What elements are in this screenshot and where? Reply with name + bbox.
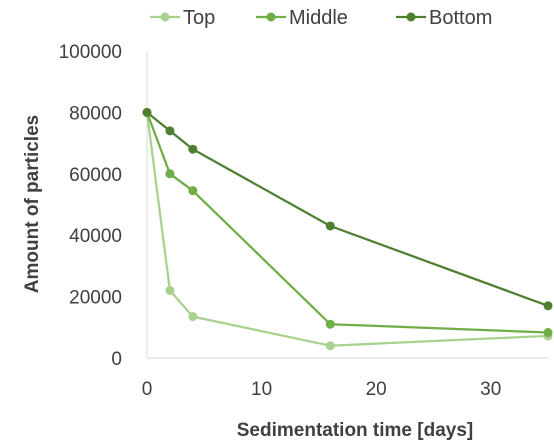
data-point-middle <box>188 186 198 196</box>
data-point-middle <box>325 319 335 329</box>
y-tick-label: 80000 <box>69 103 122 124</box>
data-point-middle <box>165 169 175 179</box>
y-axis-title: Amount of particles <box>22 115 43 293</box>
legend-label-bottom: Bottom <box>429 7 492 29</box>
data-point-top <box>165 285 175 295</box>
data-point-bottom <box>188 144 198 154</box>
y-tick-label: 60000 <box>69 165 122 186</box>
series-line-middle <box>145 112 549 334</box>
legend-label-top: Top <box>183 7 215 29</box>
data-point-top <box>188 312 198 322</box>
y-tick-label: 0 <box>111 349 122 370</box>
legend: Top Middle Bottom <box>150 7 492 29</box>
legend-item-top: Top <box>150 7 215 29</box>
series-line-top <box>145 112 549 347</box>
axes <box>146 51 548 359</box>
data-point-top <box>325 341 335 351</box>
data-point-bottom <box>325 221 335 231</box>
legend-label-middle: Middle <box>289 7 348 29</box>
y-tick-label: 100000 <box>59 42 122 63</box>
y-tick-label: 20000 <box>69 288 122 309</box>
data-point-middle <box>543 328 553 338</box>
y-tick-label: 40000 <box>69 226 122 247</box>
x-tick-label: 10 <box>251 379 272 400</box>
series-bottom <box>142 107 553 311</box>
y-tick-labels: 0 20000 40000 60000 80000 100000 <box>59 42 122 370</box>
legend-marker-middle <box>266 12 276 22</box>
series-line-bottom <box>146 111 549 307</box>
x-axis-title: Sedimentation time [days] <box>237 420 474 441</box>
series-top <box>142 107 553 351</box>
x-tick-label: 20 <box>366 379 387 400</box>
data-point-bottom <box>165 126 175 136</box>
series-group <box>142 107 553 351</box>
data-point-bottom <box>142 107 152 117</box>
x-tick-label: 30 <box>480 379 501 400</box>
legend-marker-bottom <box>406 12 416 22</box>
x-tick-label: 0 <box>142 379 153 400</box>
series-middle <box>142 107 553 338</box>
legend-item-middle: Middle <box>256 7 348 29</box>
legend-item-bottom: Bottom <box>396 7 492 29</box>
legend-marker-top <box>160 12 170 22</box>
data-point-bottom <box>543 301 553 311</box>
x-tick-labels: 0 10 20 30 <box>142 379 502 400</box>
